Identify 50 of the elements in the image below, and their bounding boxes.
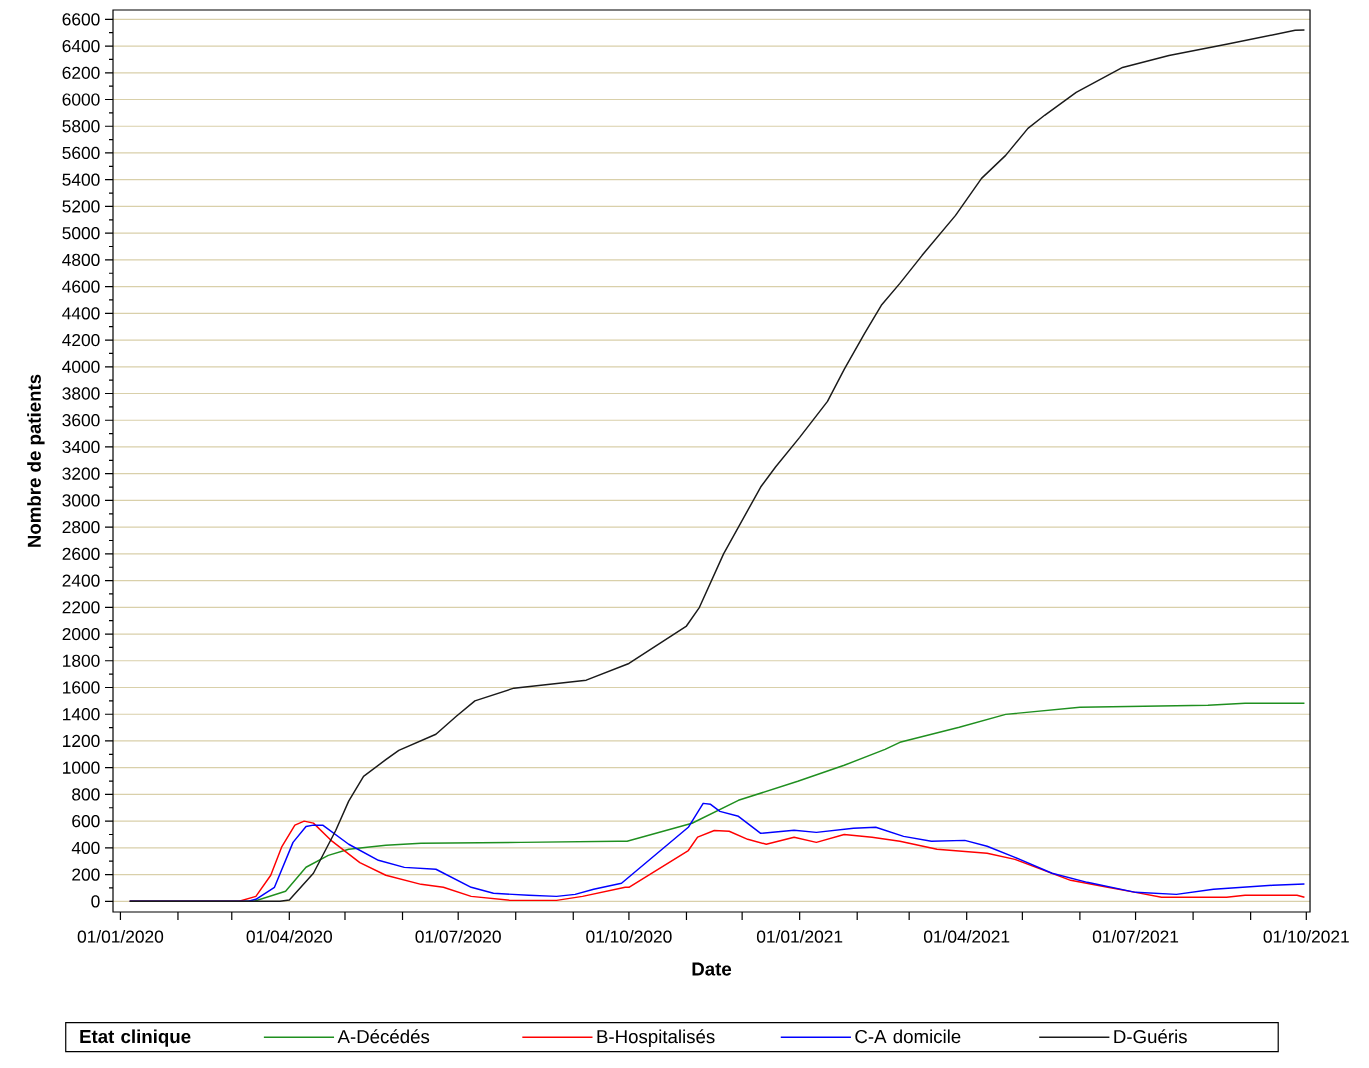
x-tick-label: 01/01/2021 [756,930,843,943]
x-axis-title: Date [692,962,732,976]
y-tick-label: 3400 [62,440,100,454]
x-tick-label: 01/04/2021 [923,930,1010,943]
y-tick-label: 6600 [62,13,100,26]
y-tick-label: 5800 [62,120,100,133]
y-tick-label: 2400 [62,574,100,587]
y-tick-label: 5200 [62,200,100,213]
y-tick-label: 200 [72,868,100,881]
x-tick-label: 01/10/2021 [1263,930,1349,943]
y-tick-label: 2000 [62,627,100,641]
y-tick-label: 6000 [62,93,100,106]
y-tick-label: 2800 [62,521,100,534]
y-tick-label: 1000 [63,761,100,774]
legend-label: D-Guéris [1114,1029,1187,1044]
y-tick-label: 1800 [63,654,100,667]
y-tick-label: 5400 [62,173,100,186]
y-tick-label: 5600 [62,146,100,160]
y-tick-label: 1400 [63,708,100,721]
y-tick-label: 3000 [62,494,100,507]
y-axis-title: Nombre de patients [27,374,45,547]
y-tick-label: 3600 [62,414,100,427]
y-tick-label: 6200 [62,66,100,79]
legend-label: A-Décédés [337,1029,430,1044]
legend-label: B-Hospitalisés [597,1029,715,1047]
line-series [128,29,1306,903]
x-tick-label: 01/07/2020 [415,930,501,943]
legend-title: Etat clinique [80,1029,191,1047]
x-tick-label: 01/01/2020 [77,930,164,943]
y-tick-label: 600 [72,814,100,828]
y-tick-label: 4800 [62,253,100,267]
y-tick-label: 4000 [62,360,100,373]
y-tick-label: 0 [91,895,100,908]
y-tick-label: 6400 [62,39,100,53]
x-tick-label: 01/07/2021 [1092,930,1179,943]
y-tick-label: 2200 [62,601,100,614]
x-tick-label: 01/04/2020 [246,930,332,943]
y-tick-label: 1600 [63,681,100,694]
y-tick-label: 800 [72,788,100,801]
y-tick-label: 4400 [62,307,100,320]
y-tick-label: 2600 [62,547,100,560]
y-tick-label: 3200 [62,467,100,480]
y-tick-label: 3800 [62,387,100,400]
y-tick-label: 5000 [62,227,100,240]
y-tick-label: 1200 [63,734,100,748]
x-tick-label: 01/10/2020 [586,930,672,943]
y-tick-label: 4200 [62,333,100,347]
y-tick-label: 400 [71,841,100,854]
legend-label: C-A domicile [855,1029,961,1044]
y-tick-label: 4600 [62,280,100,293]
